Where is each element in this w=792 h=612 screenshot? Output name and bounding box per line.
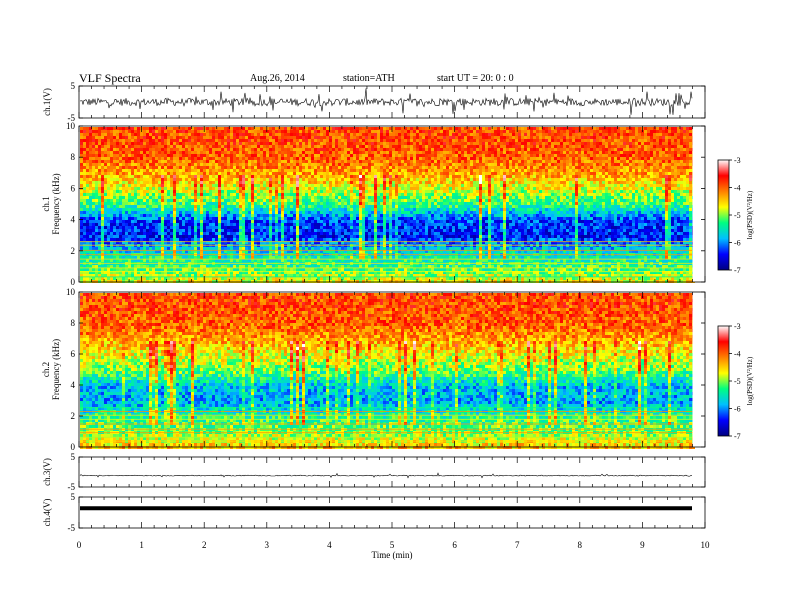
y-tick-label: -5 [68, 113, 76, 123]
y-tick-label: 2 [71, 411, 76, 421]
channel-label: ch.2 [41, 362, 51, 377]
y-tick-label: 4 [71, 380, 76, 390]
x-tick-label: 4 [327, 540, 332, 550]
y-tick-label: 5 [71, 492, 76, 502]
date-label: Aug.26, 2014 [250, 73, 305, 84]
waveform-trace [79, 88, 693, 115]
x-tick-label: 6 [452, 540, 457, 550]
colorbar-tick-label: -6 [734, 405, 741, 414]
x-tick-label: 7 [515, 540, 520, 550]
colorbar-tick-label: -7 [734, 266, 741, 275]
colorbar-label: log(PSD)(V²/Hz) [746, 190, 754, 239]
waveform-trace [79, 472, 692, 479]
y-tick-label: 0 [71, 442, 76, 452]
waveform-axis-label: ch.4(V) [42, 499, 52, 527]
colorbar-tick-label: -5 [734, 377, 741, 386]
y-tick-label: 6 [71, 349, 76, 359]
start-time-label: start UT = 20: 0 : 0 [437, 73, 514, 84]
y-tick-label: -5 [68, 523, 76, 533]
x-axis-label: Time (min) [372, 550, 413, 560]
spectrogram-ch1 [80, 127, 695, 283]
y-tick-label: 5 [71, 452, 76, 462]
x-tick-label: 10 [701, 540, 711, 550]
y-tick-label: 4 [71, 215, 76, 225]
channel-label: ch.1 [41, 196, 51, 211]
y-tick-label: 6 [71, 183, 76, 193]
panel-1: ch.1(V) [42, 85, 706, 119]
x-tick-label: 3 [265, 540, 270, 550]
frequency-axis-label: Frequency (kHz) [51, 339, 61, 400]
x-tick-label: 0 [77, 540, 82, 550]
x-tick-label: 1 [139, 540, 144, 550]
y-tick-label: 8 [71, 318, 76, 328]
spectrogram-ch2 [80, 293, 695, 449]
x-tick-label: 9 [640, 540, 645, 550]
colorbar-tick-label: -7 [734, 432, 741, 441]
x-tick-label: 5 [390, 540, 395, 550]
y-tick-label: 10 [66, 287, 76, 297]
waveform-axis-label: ch.1(V) [42, 88, 52, 116]
y-tick-label: 5 [71, 81, 76, 91]
colorbar-tick-label: -5 [734, 211, 741, 220]
colorbar-tick-label: -4 [734, 184, 741, 193]
colorbar-label: log(PSD)(V²/Hz) [746, 356, 754, 405]
y-tick-label: 0 [71, 277, 76, 287]
panel-2: log(PSD)(V²/Hz) ch.1 Frequency (kHz) [41, 125, 754, 283]
colorbar-tick-label: -3 [734, 322, 741, 331]
y-tick-label: -5 [68, 482, 76, 492]
station-label: station=ATH [343, 73, 395, 84]
y-tick-label: 10 [66, 121, 76, 131]
waveform-axis-label: ch.3(V) [42, 458, 52, 486]
y-tick-label: 2 [71, 246, 76, 256]
frequency-axis-label: Frequency (kHz) [51, 173, 61, 234]
panel-4: ch.3(V) [42, 456, 706, 488]
colorbar-tick-label: -6 [734, 239, 741, 248]
figure-title: VLF Spectra [79, 71, 141, 86]
colorbar-tick-label: -3 [734, 156, 741, 165]
colorbar [717, 159, 730, 271]
x-tick-label: 2 [202, 540, 207, 550]
colorbar [717, 325, 730, 437]
panel-5: ch.4(V) [42, 496, 706, 529]
colorbar-tick-label: -4 [734, 350, 741, 359]
y-tick-label: 8 [71, 152, 76, 162]
panel-3: log(PSD)(V²/Hz) ch.2 Frequency (kHz) [41, 291, 754, 449]
x-tick-label: 8 [578, 540, 583, 550]
